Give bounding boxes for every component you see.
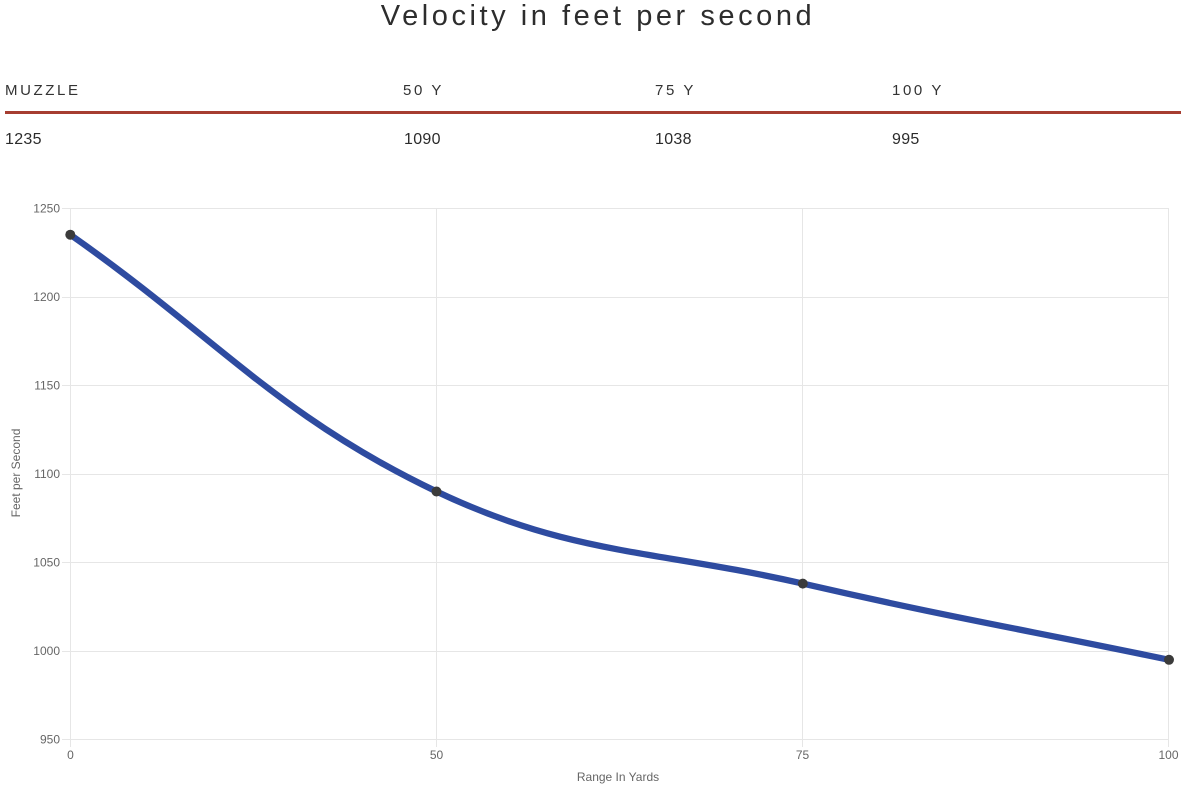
svg-text:Feet per Second: Feet per Second (9, 429, 23, 518)
svg-text:1100: 1100 (34, 467, 60, 481)
svg-text:Range In Yards: Range In Yards (577, 770, 659, 784)
svg-text:1250: 1250 (33, 202, 60, 216)
svg-text:0: 0 (67, 748, 74, 762)
svg-text:75: 75 (796, 748, 810, 762)
svg-text:1000: 1000 (33, 644, 60, 658)
svg-text:1150: 1150 (34, 379, 60, 393)
svg-text:50: 50 (430, 748, 444, 762)
svg-text:950: 950 (40, 733, 60, 747)
svg-text:1200: 1200 (33, 290, 60, 304)
svg-text:1050: 1050 (33, 556, 60, 570)
svg-text:100: 100 (1158, 748, 1178, 762)
